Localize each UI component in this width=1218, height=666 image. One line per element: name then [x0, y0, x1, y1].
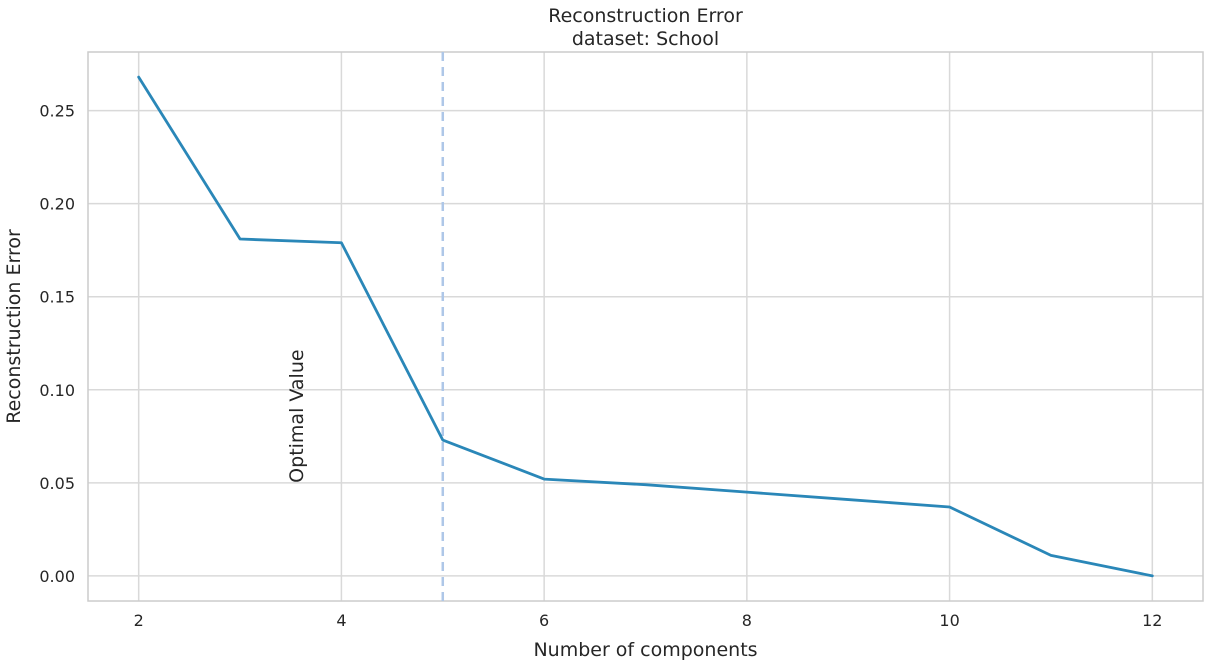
x-tick-label: 4 — [336, 611, 346, 630]
y-tick-label: 0.10 — [39, 381, 75, 400]
series-line — [137, 75, 1154, 578]
grid-lines — [88, 52, 1203, 601]
x-tick-label: 12 — [1142, 611, 1162, 630]
y-tick-label: 0.25 — [39, 102, 75, 121]
x-tick-label: 6 — [539, 611, 549, 630]
y-tick-labels: 0.00 0.05 0.10 0.15 0.20 0.25 — [39, 102, 75, 586]
optimal-value-label: Optimal Value — [286, 349, 308, 482]
x-tick-label: 10 — [939, 611, 959, 630]
x-tick-labels: 2 4 6 8 10 12 — [134, 611, 1163, 630]
x-tick-label: 8 — [742, 611, 752, 630]
plot-frame — [87, 51, 1204, 602]
series-group — [137, 75, 1154, 578]
x-axis-label: Number of components — [533, 639, 757, 661]
y-axis-label: Reconstruction Error — [3, 229, 25, 424]
chart-title: Reconstruction Error — [548, 5, 743, 27]
y-tick-label: 0.20 — [39, 195, 75, 214]
x-tick-label: 2 — [134, 611, 144, 630]
y-tick-label: 0.15 — [39, 288, 75, 307]
y-tick-label: 0.05 — [39, 474, 75, 493]
y-tick-label: 0.00 — [39, 567, 75, 586]
chart-subtitle: dataset: School — [572, 28, 719, 50]
